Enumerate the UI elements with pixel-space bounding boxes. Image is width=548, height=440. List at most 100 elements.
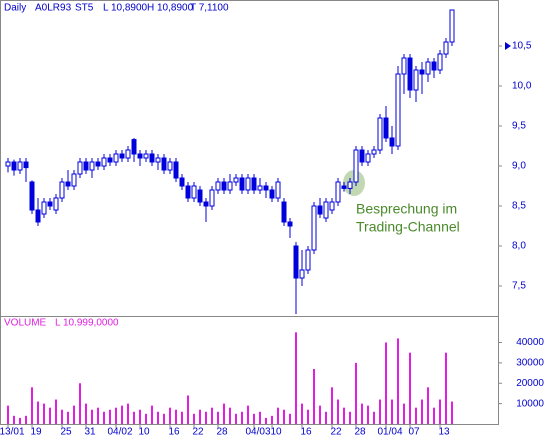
volume-bar — [91, 409, 93, 424]
candle-body — [35, 209, 41, 223]
candle-body — [203, 201, 209, 207]
volume-bar — [109, 409, 111, 424]
candle-body — [335, 181, 341, 203]
volume-bar — [67, 411, 69, 424]
last-price: L 10,8900 — [103, 3, 148, 14]
candle-body — [449, 9, 455, 43]
volume-bar — [25, 415, 27, 424]
y-tick-label: 8,5 — [512, 201, 526, 212]
candle-body — [83, 161, 89, 171]
volume-bar — [397, 338, 399, 424]
candle-body — [341, 185, 347, 189]
candle-body — [293, 245, 299, 279]
x-tick-label: 01/04 — [377, 427, 402, 438]
volume-bar — [355, 362, 357, 424]
volume-bar — [85, 403, 87, 424]
candle-body — [65, 181, 71, 187]
candle-body — [329, 201, 335, 211]
volume-bar — [103, 411, 105, 424]
annotation-line: Trading-Channel — [356, 219, 460, 235]
candle-body — [347, 181, 353, 189]
candle-body — [119, 153, 125, 159]
candle-body — [371, 149, 377, 155]
candle-body — [137, 153, 143, 159]
volume-bar — [421, 399, 423, 424]
candle-body — [161, 157, 167, 171]
candle-body — [71, 173, 77, 187]
volume-bar — [97, 407, 99, 424]
candle-body — [413, 69, 419, 91]
candle-body — [227, 181, 233, 191]
candle-body — [59, 181, 65, 199]
candle-body — [113, 153, 119, 163]
candle-body — [323, 201, 329, 219]
candle-body — [233, 177, 239, 183]
candle-body — [101, 157, 107, 167]
candle-body — [53, 197, 59, 211]
volume-bar — [427, 387, 429, 424]
price-panel — [0, 0, 499, 317]
volume-bar — [37, 401, 39, 424]
volume-bar — [283, 409, 285, 424]
y-tick-label: 10000 — [516, 398, 544, 409]
candle-body — [287, 221, 293, 227]
candle-body — [95, 161, 101, 167]
x-tick-label: 16 — [300, 427, 312, 438]
volume-bar — [43, 403, 45, 424]
volume-bar — [451, 401, 453, 424]
candle-body — [191, 185, 197, 199]
candle-body — [269, 189, 275, 199]
volume-bar — [151, 405, 153, 424]
volume-bar — [187, 395, 189, 424]
candle-body — [47, 201, 53, 207]
candle-body — [263, 185, 269, 191]
volume-bar — [127, 403, 129, 424]
x-tick-label: 10 — [270, 427, 282, 438]
volume-bar — [49, 407, 51, 424]
candle-body — [185, 185, 191, 199]
candle-body — [257, 185, 263, 191]
y-tick-label: 8,0 — [512, 241, 526, 252]
candle-body — [209, 189, 215, 207]
x-tick-label: 07 — [408, 427, 420, 438]
y-tick-label: 30000 — [516, 358, 544, 369]
candle-body — [41, 201, 47, 215]
volume-bar — [145, 413, 147, 424]
candle-body — [5, 161, 11, 167]
candle-body — [419, 69, 425, 75]
volume-bar — [247, 405, 249, 424]
low-price: T 7,1100 — [190, 3, 229, 14]
candle-body — [23, 161, 29, 169]
volume-bar — [445, 352, 447, 424]
candle-body — [29, 181, 35, 211]
candle-body — [311, 205, 317, 251]
volume-bar — [385, 342, 387, 424]
volume-bar — [277, 407, 279, 424]
candle-body — [107, 157, 113, 163]
exchange: ST5 — [75, 3, 94, 14]
volume-bar — [319, 405, 321, 424]
volume-bar — [289, 413, 291, 424]
volume-bar — [175, 409, 177, 424]
x-tick-label: 04/02 — [107, 427, 132, 438]
volume-bar — [349, 411, 351, 424]
candle-body — [401, 57, 407, 75]
volume-bar — [205, 411, 207, 424]
volume-bar — [61, 409, 63, 424]
symbol: A0LR93 — [35, 3, 72, 14]
volume-bar — [307, 409, 309, 424]
candle-body — [425, 61, 431, 75]
volume-bar — [211, 407, 213, 424]
volume-bar — [271, 415, 273, 424]
volume-bar — [217, 411, 219, 424]
candle-body — [149, 153, 155, 163]
candle-body — [197, 189, 203, 203]
period: Daily — [4, 3, 26, 14]
volume-bar — [313, 368, 315, 424]
x-tick-label: 31 — [84, 427, 96, 438]
candle-body — [359, 149, 365, 163]
candle-body — [221, 181, 227, 191]
volume-bar — [157, 411, 159, 424]
x-tick-label: 10 — [138, 427, 150, 438]
